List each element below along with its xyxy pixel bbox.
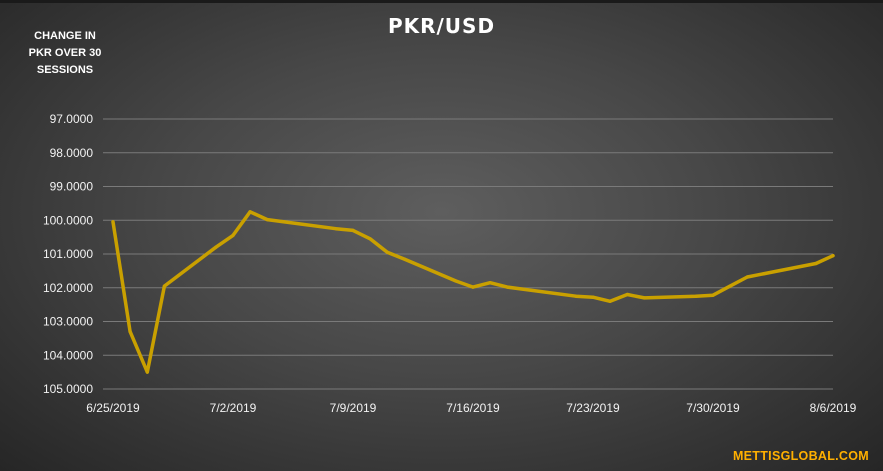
y-tick-label-7: 104.0000 xyxy=(43,348,93,362)
data-point-14 xyxy=(454,279,458,283)
x-tick-label-3: 7/16/2019 xyxy=(446,401,500,415)
x-tick-label-2: 7/9/2019 xyxy=(330,401,377,415)
data-point-3 xyxy=(162,284,166,288)
y-axis-caption: CHANGE IN PKR OVER 30 SESSIONS xyxy=(20,28,110,79)
data-point-6 xyxy=(248,210,252,214)
y-axis-caption-line-2: PKR OVER 30 xyxy=(28,47,102,59)
x-tick-label-0: 6/25/2019 xyxy=(86,401,140,415)
y-axis-ticks: 97.0000 98.0000 99.0000 100.0000 101.0000 102… xyxy=(43,112,93,396)
data-point-2 xyxy=(145,370,149,374)
y-tick-label-3: 100.0000 xyxy=(43,213,93,227)
y-tick-label-5: 102.0000 xyxy=(43,281,93,295)
y-tick-label-0: 97.0000 xyxy=(50,112,94,126)
y-tick-label-4: 101.0000 xyxy=(43,247,93,261)
data-point-30 xyxy=(831,254,835,258)
data-point-20 xyxy=(591,295,595,299)
series-line-0 xyxy=(111,210,835,374)
data-point-10 xyxy=(351,228,355,232)
data-point-23 xyxy=(642,296,647,300)
x-tick-label-1: 7/2/2019 xyxy=(210,401,257,415)
chart-title: PKR/USD xyxy=(387,14,496,38)
data-point-0 xyxy=(111,220,115,224)
y-tick-label-2: 99.0000 xyxy=(50,180,94,194)
gridlines xyxy=(103,118,833,390)
x-tick-label-6: 8/6/2019 xyxy=(810,401,857,415)
watermark: METTISGLOBAL.COM xyxy=(732,449,869,463)
data-point-4 xyxy=(214,245,218,249)
data-point-15 xyxy=(471,285,475,289)
data-point-27 xyxy=(745,275,749,279)
y-tick-label-6: 103.0000 xyxy=(43,315,93,329)
x-tick-label-4: 7/23/2019 xyxy=(566,401,620,415)
y-axis-caption-line-3: SESSIONS xyxy=(36,64,94,76)
data-point-12 xyxy=(385,250,389,254)
data-point-1 xyxy=(128,330,132,334)
data-point-19 xyxy=(574,294,578,298)
data-point-5 xyxy=(231,233,235,237)
data-point-17 xyxy=(505,285,509,289)
y-tick-label-1: 98.0000 xyxy=(50,146,94,160)
data-point-21 xyxy=(608,299,612,303)
data-point-7 xyxy=(265,218,269,222)
data-point-18 xyxy=(522,287,527,291)
data-point-25 xyxy=(711,293,715,297)
data-point-29 xyxy=(814,261,818,266)
series-layer xyxy=(111,210,835,374)
data-point-28 xyxy=(762,272,767,276)
data-point-16 xyxy=(488,281,492,285)
x-axis-ticks: 6/25/2019 7/2/2019 7/9/2019 7/16/2019 7/23/2… xyxy=(86,401,856,415)
y-axis-caption-line-1: CHANGE IN xyxy=(34,30,96,42)
y-tick-label-8: 105.0000 xyxy=(43,382,93,396)
data-point-13 xyxy=(402,257,406,261)
data-point-26 xyxy=(728,284,732,288)
data-point-11 xyxy=(368,237,372,241)
data-point-22 xyxy=(625,292,629,297)
x-tick-label-5: 7/30/2019 xyxy=(686,401,740,415)
data-point-24 xyxy=(694,294,698,298)
data-point-9 xyxy=(334,227,338,231)
top-border xyxy=(0,0,883,3)
data-point-8 xyxy=(282,220,286,224)
